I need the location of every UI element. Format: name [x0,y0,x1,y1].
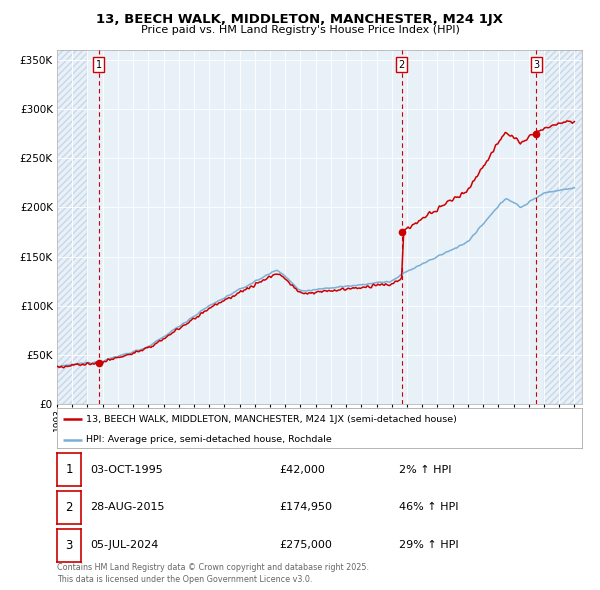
Text: 03-OCT-1995: 03-OCT-1995 [90,465,163,474]
Text: Contains HM Land Registry data © Crown copyright and database right 2025.
This d: Contains HM Land Registry data © Crown c… [57,563,369,584]
Text: 2: 2 [65,501,73,514]
Bar [544,50,582,404]
Text: 3: 3 [533,60,539,70]
Text: £174,950: £174,950 [279,503,332,512]
Text: 2% ↑ HPI: 2% ↑ HPI [399,465,451,474]
Text: 2: 2 [399,60,405,70]
Bar [57,50,88,404]
Text: 3: 3 [65,539,73,552]
Text: 46% ↑ HPI: 46% ↑ HPI [399,503,458,512]
Text: 1: 1 [65,463,73,476]
Text: 28-AUG-2015: 28-AUG-2015 [90,503,164,512]
Text: 13, BEECH WALK, MIDDLETON, MANCHESTER, M24 1JX (semi-detached house): 13, BEECH WALK, MIDDLETON, MANCHESTER, M… [86,415,457,424]
Text: 1: 1 [96,60,102,70]
Text: 13, BEECH WALK, MIDDLETON, MANCHESTER, M24 1JX: 13, BEECH WALK, MIDDLETON, MANCHESTER, M… [97,13,503,26]
Text: Price paid vs. HM Land Registry's House Price Index (HPI): Price paid vs. HM Land Registry's House … [140,25,460,35]
Text: 05-JUL-2024: 05-JUL-2024 [90,540,158,550]
Text: £42,000: £42,000 [279,465,325,474]
Text: 29% ↑ HPI: 29% ↑ HPI [399,540,458,550]
Text: HPI: Average price, semi-detached house, Rochdale: HPI: Average price, semi-detached house,… [86,435,332,444]
Text: £275,000: £275,000 [279,540,332,550]
